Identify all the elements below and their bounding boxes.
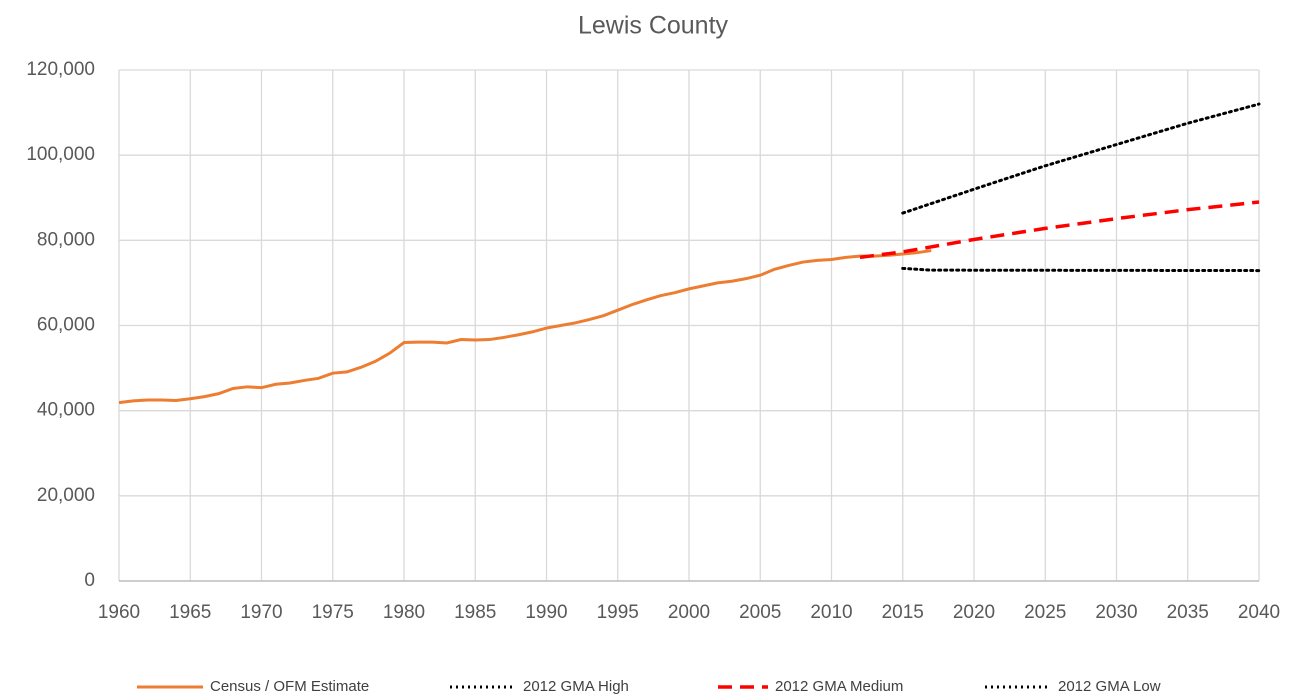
y-tick-label: 60,000 xyxy=(37,315,95,336)
x-tick-label: 2025 xyxy=(1024,602,1066,623)
legend-label: Census / OFM Estimate xyxy=(210,678,369,695)
series-line xyxy=(118,249,932,405)
x-tick-label: 1980 xyxy=(383,602,425,623)
x-tick-label: 1970 xyxy=(240,602,282,623)
legend-label: 2012 GMA High xyxy=(523,678,629,695)
series-line xyxy=(859,200,1260,260)
x-tick-label: 2020 xyxy=(953,602,995,623)
y-tick-label: 100,000 xyxy=(26,144,95,165)
y-tick-label: 120,000 xyxy=(26,59,95,80)
y-tick-label: 0 xyxy=(84,570,95,591)
legend-label: 2012 GMA Medium xyxy=(775,678,903,695)
x-tick-label: 1965 xyxy=(169,602,211,623)
x-tick-label: 1960 xyxy=(98,602,140,623)
x-tick-label: 2040 xyxy=(1238,602,1280,623)
series-line xyxy=(901,266,1261,273)
x-tick-label: 2015 xyxy=(882,602,924,623)
y-tick-label: 20,000 xyxy=(37,485,95,506)
x-tick-label: 2000 xyxy=(668,602,710,623)
x-tick-label: 2005 xyxy=(739,602,781,623)
series-line xyxy=(901,102,1261,215)
x-tick-label: 2010 xyxy=(810,602,852,623)
x-tick-label: 1990 xyxy=(525,602,567,623)
legend-label: 2012 GMA Low xyxy=(1058,678,1161,695)
y-tick-label: 40,000 xyxy=(37,400,95,421)
y-tick-label: 80,000 xyxy=(37,229,95,250)
x-tick-label: 2035 xyxy=(1167,602,1209,623)
x-tick-label: 2030 xyxy=(1095,602,1137,623)
chart-title: Lewis County xyxy=(578,12,729,40)
x-tick-label: 1995 xyxy=(597,602,639,623)
x-tick-label: 1975 xyxy=(312,602,354,623)
x-tick-label: 1985 xyxy=(454,602,496,623)
